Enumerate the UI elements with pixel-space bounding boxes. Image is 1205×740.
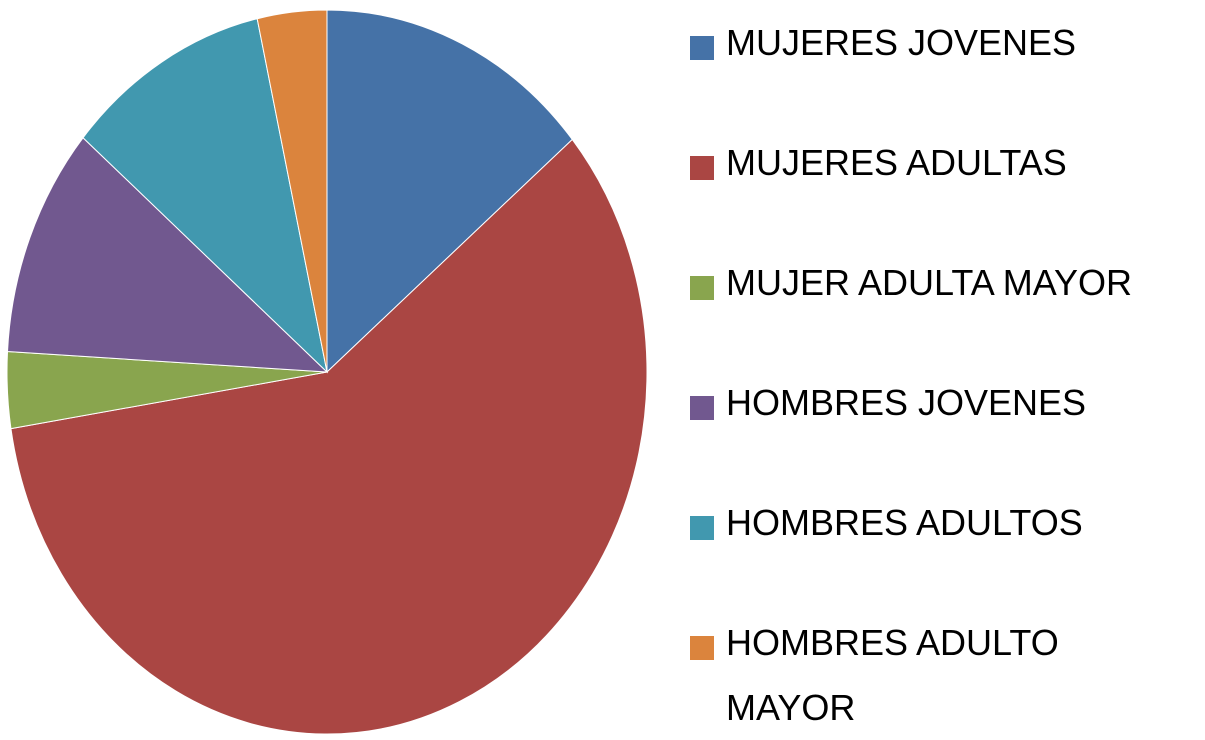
legend-swatch	[690, 516, 714, 540]
legend-item: HOMBRES ADULTO MAYOR	[690, 622, 1166, 740]
legend-swatch	[690, 36, 714, 60]
legend-swatch	[690, 156, 714, 180]
legend-item: HOMBRES JOVENES	[690, 382, 1166, 435]
legend-label: MUJER ADULTA MAYOR	[726, 262, 1133, 303]
legend-label: HOMBRES ADULTOS	[726, 502, 1083, 543]
pie-chart	[6, 9, 648, 735]
legend-swatch	[690, 276, 714, 300]
legend-label: MUJERES ADULTAS	[726, 142, 1067, 183]
legend-item: MUJERES ADULTAS	[690, 142, 1166, 195]
legend-swatch	[690, 636, 714, 660]
pie-slice	[10, 138, 648, 735]
pie-slice	[326, 9, 573, 374]
legend-item: MUJERES JOVENES	[690, 22, 1166, 75]
legend-label: MUJERES JOVENES	[726, 22, 1077, 63]
pie-slice	[82, 18, 328, 374]
legend-item: HOMBRES ADULTOS	[690, 502, 1166, 555]
legend-label: HOMBRES JOVENES	[726, 382, 1087, 423]
legend-label: HOMBRES ADULTO MAYOR	[726, 622, 1059, 728]
legend-swatch	[690, 396, 714, 420]
pie-slice	[6, 137, 329, 373]
legend-item: MUJER ADULTA MAYOR	[690, 262, 1166, 315]
pie-slice	[256, 9, 328, 373]
